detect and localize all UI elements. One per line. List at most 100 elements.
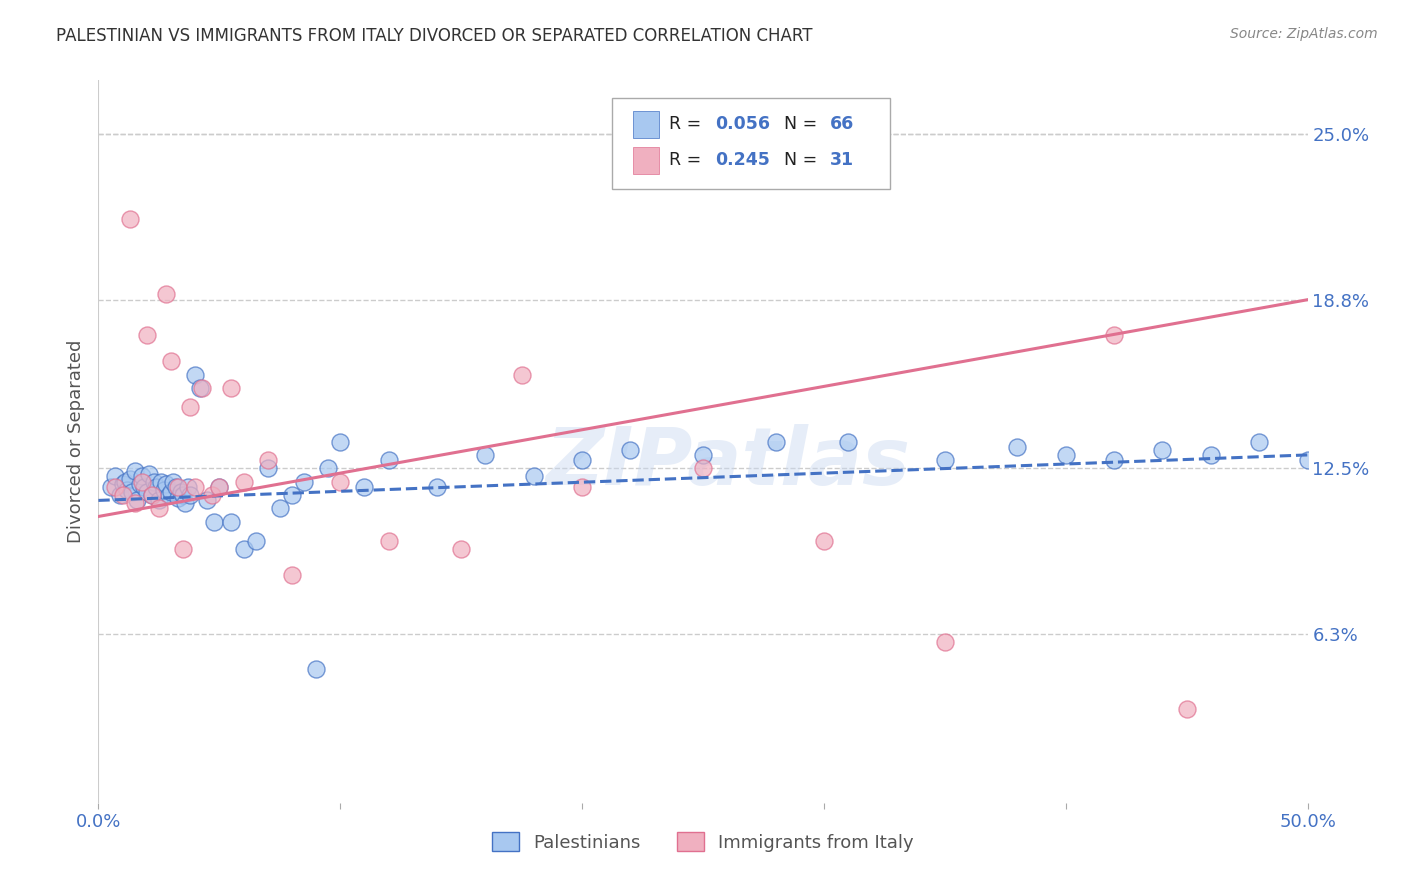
Point (148, 493, 170, 508)
Point (179, 400, 201, 414)
Point (292, 475, 315, 489)
Point (377, 453, 399, 467)
Point (1007, 440, 1029, 454)
Point (128, 477, 150, 491)
Point (138, 467, 160, 481)
Point (184, 368, 207, 382)
Point (201, 488, 224, 502)
Point (111, 477, 134, 491)
Point (145, 480, 167, 494)
Point (692, 448, 714, 462)
Point (571, 480, 593, 494)
Text: 31: 31 (830, 152, 853, 169)
Legend: Palestinians, Immigrants from Italy: Palestinians, Immigrants from Italy (485, 825, 921, 859)
Point (232, 475, 254, 489)
Point (169, 485, 191, 500)
Point (1102, 327, 1125, 342)
Point (184, 480, 207, 494)
Point (1175, 702, 1198, 716)
Text: N =: N = (785, 152, 823, 169)
Point (104, 469, 127, 483)
Point (135, 327, 157, 342)
Point (124, 464, 146, 478)
Point (118, 212, 141, 227)
Point (167, 480, 190, 494)
Point (1102, 453, 1125, 467)
Point (135, 485, 157, 500)
Point (256, 461, 278, 475)
Point (172, 541, 194, 556)
Point (179, 488, 201, 502)
Point (131, 469, 153, 483)
Text: 0.056: 0.056 (716, 115, 770, 133)
Point (100, 480, 122, 494)
Point (114, 475, 136, 489)
Point (204, 515, 226, 529)
Text: PALESTINIAN VS IMMIGRANTS FROM ITALY DIVORCED OR SEPARATED CORRELATION CHART: PALESTINIAN VS IMMIGRANTS FROM ITALY DIV… (56, 27, 813, 45)
Point (141, 488, 163, 502)
Point (134, 480, 156, 494)
Point (157, 488, 180, 502)
Text: 0.245: 0.245 (716, 152, 770, 169)
Point (232, 541, 254, 556)
Point (150, 475, 173, 489)
Point (510, 368, 533, 382)
Text: N =: N = (785, 115, 823, 133)
Point (281, 488, 304, 502)
Y-axis label: Divorced or Separated: Divorced or Separated (66, 340, 84, 543)
Point (165, 480, 187, 494)
Point (934, 635, 956, 649)
Point (172, 488, 194, 502)
Point (377, 533, 399, 548)
Point (104, 480, 127, 494)
Point (450, 541, 472, 556)
Point (148, 501, 170, 516)
Point (837, 434, 859, 449)
FancyBboxPatch shape (633, 111, 659, 138)
Point (111, 488, 134, 502)
Text: 66: 66 (830, 115, 855, 133)
Point (160, 485, 183, 500)
Point (934, 453, 956, 467)
Text: Source: ZipAtlas.com: Source: ZipAtlas.com (1230, 27, 1378, 41)
Point (221, 381, 243, 395)
Point (167, 491, 190, 505)
Point (353, 480, 375, 494)
Point (141, 488, 163, 502)
Point (1344, 448, 1367, 462)
Point (1249, 434, 1271, 449)
Point (305, 662, 328, 676)
Point (174, 496, 197, 510)
FancyBboxPatch shape (633, 147, 659, 174)
Point (127, 493, 149, 508)
Point (281, 568, 304, 582)
Point (160, 354, 183, 368)
Point (208, 480, 231, 494)
Point (143, 475, 166, 489)
Point (1296, 453, 1319, 467)
Point (765, 434, 787, 449)
Text: R =: R = (669, 152, 707, 169)
Point (813, 533, 835, 548)
Point (619, 442, 641, 457)
Point (208, 480, 231, 494)
FancyBboxPatch shape (613, 98, 890, 189)
Point (269, 501, 291, 516)
Point (329, 475, 352, 489)
Point (571, 453, 593, 467)
Point (155, 477, 177, 491)
Point (117, 483, 139, 497)
Text: R =: R = (669, 115, 707, 133)
Point (124, 496, 146, 510)
Point (256, 453, 278, 467)
Point (108, 488, 131, 502)
Text: ZIPatlas: ZIPatlas (544, 425, 910, 502)
Point (329, 434, 352, 449)
Point (162, 475, 184, 489)
Point (1054, 448, 1077, 462)
Point (474, 448, 496, 462)
Point (152, 483, 174, 497)
Point (155, 287, 177, 301)
Point (523, 469, 546, 483)
Point (131, 475, 153, 489)
